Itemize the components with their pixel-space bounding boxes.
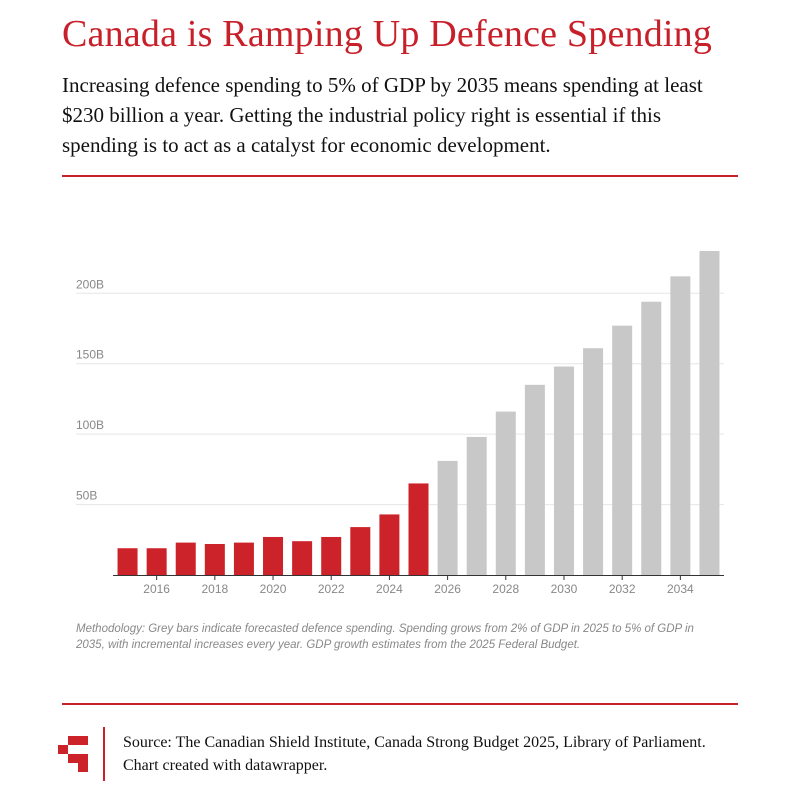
top-divider — [62, 175, 738, 177]
bar-2019 — [233, 542, 254, 575]
bar-2015 — [117, 548, 138, 575]
bar-2035 — [699, 251, 720, 575]
bar-chart: 50B 100B 150B 200B 2016 2018 2020 2022 2024 2026 2… — [76, 251, 724, 596]
x-tick-label: 2034 — [667, 582, 694, 596]
bar-2018 — [204, 544, 225, 575]
x-tick-label: 2018 — [201, 582, 228, 596]
bar-2020 — [263, 536, 284, 575]
y-tick-label: 150B — [76, 348, 104, 362]
bar-2033 — [641, 301, 662, 575]
x-tick-label: 2022 — [318, 582, 345, 596]
bar-2022 — [321, 536, 342, 575]
y-tick-label: 200B — [76, 277, 104, 291]
footer-accent-bar — [103, 727, 105, 781]
canadian-shield-logo-icon — [58, 736, 88, 772]
bar-2016 — [146, 548, 167, 575]
y-tick-label: 100B — [76, 418, 104, 432]
bottom-divider — [62, 703, 738, 705]
x-tick-label: 2028 — [492, 582, 519, 596]
x-tick-label: 2024 — [376, 582, 403, 596]
bar-2023 — [350, 527, 371, 575]
bar-2029 — [524, 384, 545, 575]
bar-2032 — [612, 325, 633, 575]
bar-2034 — [670, 276, 691, 575]
bar-2027 — [466, 436, 487, 575]
bar-2025 — [408, 483, 429, 575]
methodology-note: Methodology: Grey bars indicate forecast… — [76, 623, 694, 651]
x-tick-label: 2030 — [551, 582, 578, 596]
x-tick-label: 2032 — [609, 582, 636, 596]
bar-2026 — [437, 460, 458, 575]
x-tick-label: 2016 — [143, 582, 170, 596]
x-tick-label: 2020 — [260, 582, 287, 596]
bar-2031 — [583, 348, 604, 575]
bar-2017 — [175, 542, 196, 575]
page-title: Canada is Ramping Up Defence Spending — [62, 13, 713, 55]
page-subtitle: Increasing defence spending to 5% of GDP… — [62, 73, 703, 157]
bar-2030 — [553, 366, 574, 575]
bar-2021 — [292, 541, 313, 575]
y-tick-label: 50B — [76, 489, 97, 503]
source-note: Source: The Canadian Shield Institute, C… — [123, 734, 706, 774]
bar-2024 — [379, 514, 400, 575]
x-tick-label: 2026 — [434, 582, 461, 596]
bar-2028 — [495, 411, 516, 575]
